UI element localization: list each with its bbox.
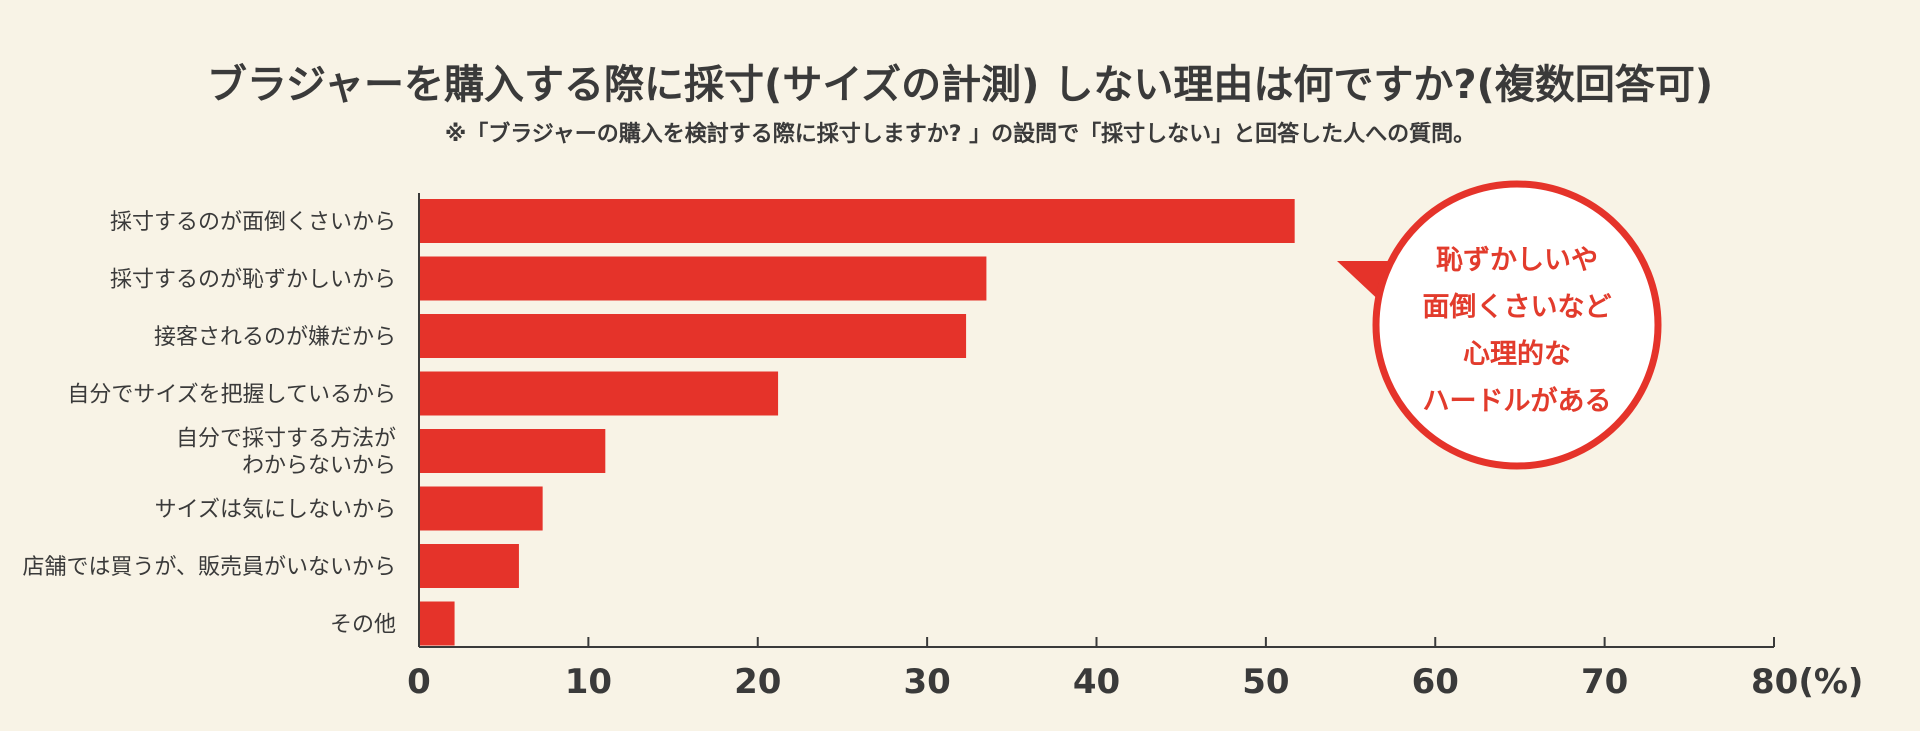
callout-bubble: 恥ずかしいや 面倒くさいなど 心理的な ハードルがある <box>1337 180 1662 470</box>
category-label-3-line-1: 接客されるのが嫌だから <box>154 325 396 350</box>
bar-8 <box>419 601 455 646</box>
category-label-7: 店舗では買うが、販売員がいないから <box>22 555 396 580</box>
category-label-5-line-2: わからないから <box>242 454 396 479</box>
x-tick-label-30: 30 <box>903 662 950 702</box>
category-label-3: 接客されるのが嫌だから <box>154 325 396 350</box>
category-label-6-line-1: サイズは気にしないから <box>155 498 396 523</box>
category-label-5-line-1: 自分で採寸する方法が <box>176 427 396 452</box>
bar-4 <box>419 371 779 416</box>
category-label-8: その他 <box>330 613 396 638</box>
category-label-2-line-1: 採寸するのが恥ずかしいから <box>110 268 396 293</box>
bar-1 <box>419 199 1295 243</box>
category-label-4: 自分でサイズを把握しているから <box>67 383 396 408</box>
bar-5 <box>419 429 606 473</box>
category-label-1-line-1: 採寸するのが面倒くさいから <box>110 210 396 235</box>
x-axis: 0 10 20 30 40 50 60 70 80(%) <box>407 193 1863 702</box>
bar-6 <box>419 486 543 531</box>
bar-2 <box>419 256 987 301</box>
category-label-2: 採寸するのが恥ずかしいから <box>110 268 396 293</box>
x-tick-label-70: 70 <box>1581 662 1628 702</box>
x-tick-label-20: 20 <box>734 662 781 702</box>
bar-7 <box>419 544 519 588</box>
x-tick-label-10: 10 <box>565 662 612 702</box>
category-label-8-line-1: その他 <box>330 613 396 638</box>
callout-circle <box>1372 180 1662 470</box>
x-tick-label-50: 50 <box>1242 662 1289 702</box>
category-label-6: サイズは気にしないから <box>155 498 396 523</box>
x-tick-label-80: 80(%) <box>1751 662 1863 702</box>
category-label-7-line-1: 店舗では買うが、販売員がいないから <box>22 555 396 580</box>
x-tick-label-60: 60 <box>1412 662 1459 702</box>
x-tick-label-40: 40 <box>1073 662 1120 702</box>
chart-note: ※「ブラジャーの購入を検討する際に採寸しますか? 」の設問で「採寸しない」と回答… <box>444 122 1476 147</box>
chart-title: ブラジャーを購入する際に採寸(サイズの計測) しない理由は何ですか?(複数回答可… <box>206 62 1714 108</box>
callout-line-1: 恥ずかしいや <box>1436 245 1598 276</box>
category-label-5: 自分で採寸する方法がわからないから <box>176 427 396 479</box>
category-labels: 採寸するのが面倒くさいから採寸するのが恥ずかしいから接客されるのが嫌だから自分で… <box>22 210 396 638</box>
callout-line-4: ハードルがある <box>1423 385 1612 417</box>
category-label-1: 採寸するのが面倒くさいから <box>110 210 396 235</box>
callout-line-3: 心理的な <box>1463 338 1571 370</box>
bar-3 <box>419 314 967 358</box>
x-tick-label-0: 0 <box>407 662 431 702</box>
bars-layer <box>419 199 1295 646</box>
callout-line-2: 面倒くさいなど <box>1423 292 1612 323</box>
category-label-4-line-1: 自分でサイズを把握しているから <box>67 383 396 408</box>
